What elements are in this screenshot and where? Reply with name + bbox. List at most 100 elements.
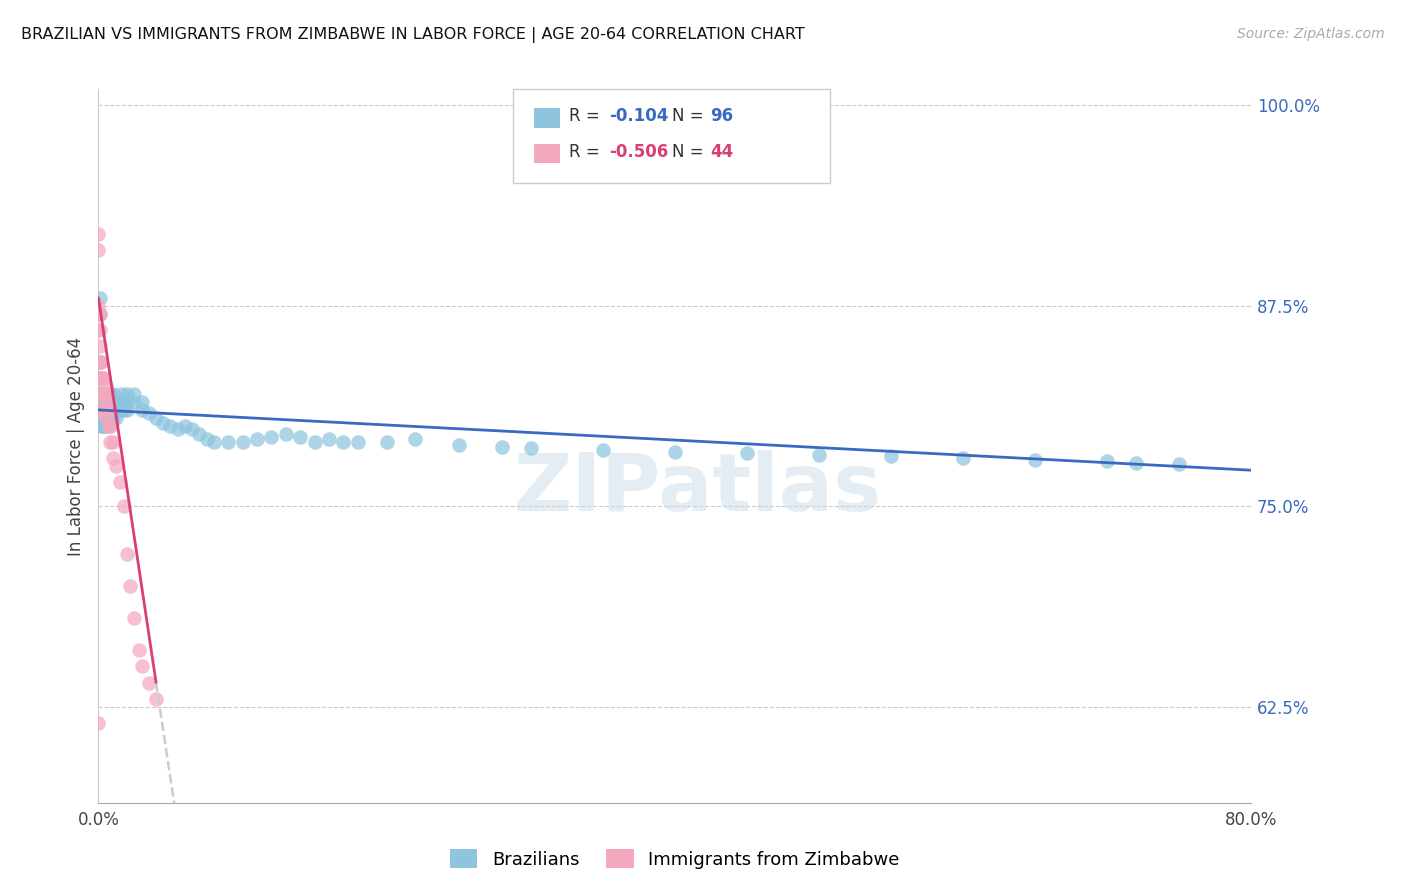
Point [89,403,111,417]
Point [89,307,111,321]
Text: R =: R = [569,107,606,125]
Point [101,403,124,417]
Point [90,387,112,401]
Point [87,243,110,257]
Point [91,395,114,409]
Point [87,323,110,337]
Point [145,691,167,706]
Text: -0.506: -0.506 [609,143,668,161]
Point [94,387,117,401]
Point [117,387,139,401]
Point [1168,458,1191,472]
Point [91,419,114,434]
Point [94,379,117,393]
Legend: Brazilians, Immigrants from Zimbabwe: Brazilians, Immigrants from Zimbabwe [443,842,907,876]
Point [91,387,114,401]
Text: BRAZILIAN VS IMMIGRANTS FROM ZIMBABWE IN LABOR FORCE | AGE 20-64 CORRELATION CHA: BRAZILIAN VS IMMIGRANTS FROM ZIMBABWE IN… [21,27,804,43]
Point [138,675,160,690]
Point [91,403,114,417]
Point [447,438,470,452]
Point [97,387,120,401]
Point [101,395,124,409]
Point [112,499,135,513]
Point [89,307,111,321]
Point [124,395,146,409]
Point [110,403,132,417]
Point [491,440,513,454]
Point [101,411,124,425]
Point [104,458,127,473]
Point [202,435,225,450]
Point [96,395,118,409]
Point [592,442,614,457]
Point [87,715,110,730]
Point [96,411,118,425]
Point [181,422,204,436]
Point [96,387,118,401]
Point [91,387,114,401]
Point [217,435,239,450]
Point [101,450,124,465]
Point [98,419,121,434]
Point [94,419,117,434]
Point [89,355,111,369]
Point [1097,454,1119,468]
Point [87,307,110,321]
Point [117,547,139,561]
Point [128,643,150,657]
Point [90,403,112,417]
Point [735,446,758,460]
Point [89,387,111,401]
Point [101,387,124,401]
Point [90,387,112,401]
Point [104,403,127,417]
Point [96,403,118,417]
Point [98,403,121,417]
Point [166,422,188,436]
Point [94,411,117,425]
Point [107,403,129,417]
Point [332,435,354,450]
Point [97,395,120,409]
Point [152,416,174,430]
Point [94,395,117,409]
Point [807,448,830,462]
Point [952,450,974,465]
Point [89,387,111,401]
Point [93,371,115,385]
Point [405,432,427,446]
Point [90,355,112,369]
Point [110,387,132,401]
Point [1125,456,1147,470]
Point [93,395,115,409]
Point [90,419,112,434]
Point [90,403,112,417]
Point [318,432,340,446]
Text: ZIPatlas: ZIPatlas [513,450,882,528]
Point [159,419,181,434]
Point [91,403,114,417]
Point [93,387,115,401]
Point [98,395,121,409]
Point [89,339,111,353]
Text: N =: N = [672,143,709,161]
Point [100,395,122,409]
Point [97,403,120,417]
Point [260,430,283,444]
Point [131,395,153,409]
Point [100,403,122,417]
Point [124,387,146,401]
Text: Source: ZipAtlas.com: Source: ZipAtlas.com [1237,27,1385,41]
Point [87,227,110,241]
Point [94,395,117,409]
Point [131,403,153,417]
Point [89,355,111,369]
Point [97,411,120,425]
Point [520,442,543,456]
Point [274,427,297,442]
Point [89,291,111,305]
Text: N =: N = [672,107,709,125]
Point [108,475,131,489]
Point [89,371,111,385]
Point [98,387,121,401]
